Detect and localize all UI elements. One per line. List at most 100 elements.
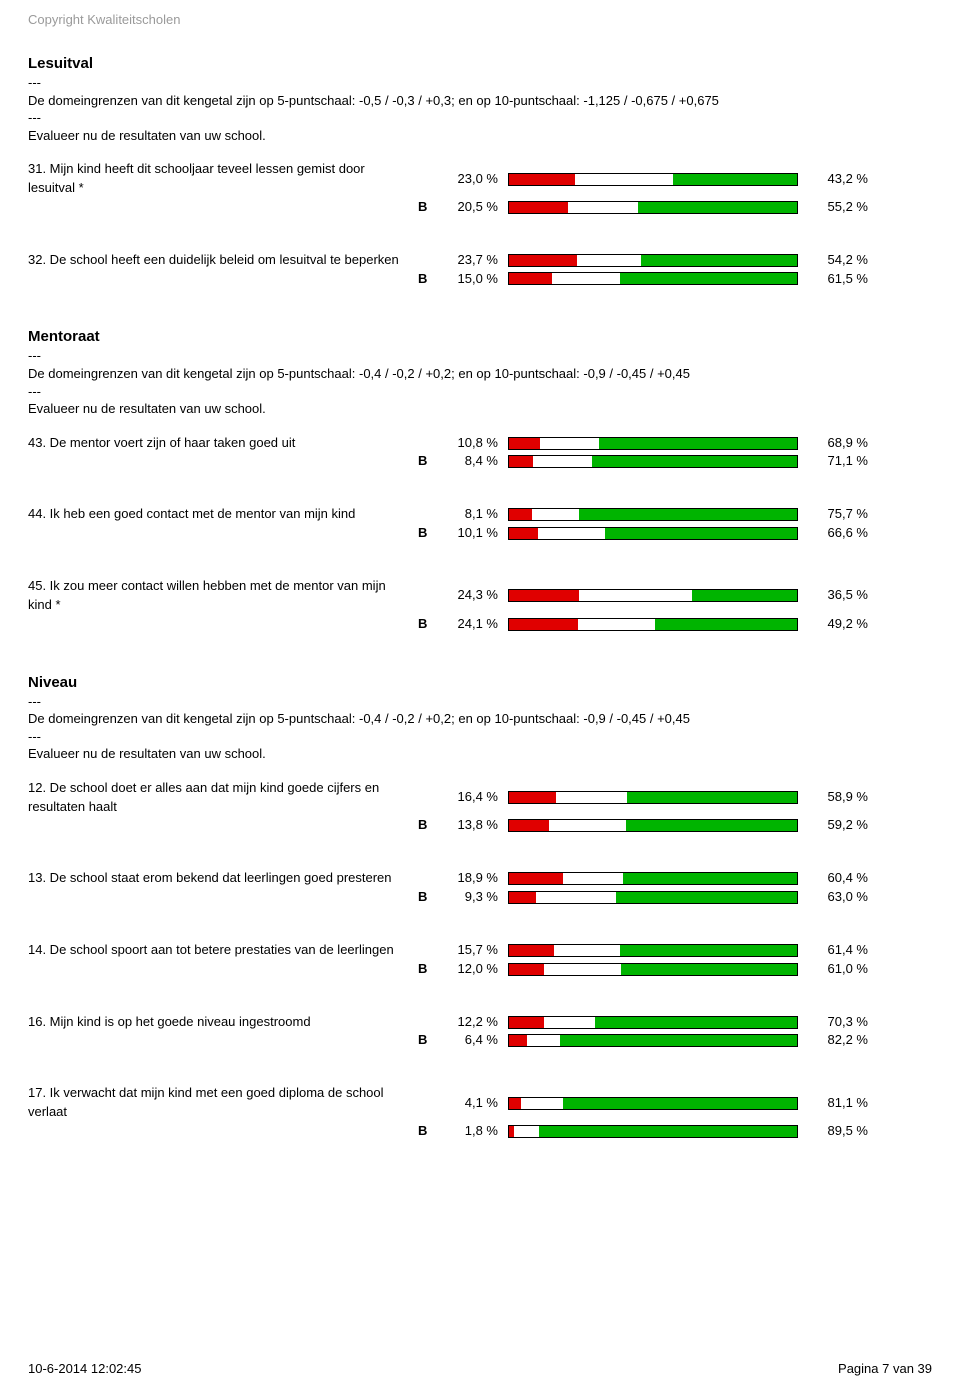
- row-b-marker: B: [418, 198, 446, 217]
- bar-segment-red: [509, 792, 556, 803]
- stacked-bar: [508, 963, 798, 976]
- negative-percent: 15,0 %: [446, 270, 508, 289]
- question-row: 44. Ik heb een goed contact met de mento…: [28, 505, 932, 524]
- positive-percent: 70,3 %: [798, 1013, 868, 1032]
- negative-percent: 20,5 %: [446, 198, 508, 217]
- bar-segment-green: [627, 792, 797, 803]
- negative-percent: 6,4 %: [446, 1031, 508, 1050]
- section: Lesuitval ---De domeingrenzen van dit ken…: [28, 55, 932, 288]
- bar-segment-green: [605, 528, 797, 539]
- desc-line: Evalueer nu de resultaten van uw school.: [28, 127, 932, 145]
- desc-line: De domeingrenzen van dit kengetal zijn o…: [28, 710, 932, 728]
- footer-page: Pagina 7 van 39: [838, 1361, 932, 1376]
- copyright-text: Copyright Kwaliteitscholen: [28, 12, 932, 27]
- question-block: 31. Mijn kind heeft dit schooljaar tevee…: [28, 160, 932, 217]
- question-row: B8,4 %71,1 %: [28, 452, 932, 471]
- bar-segment-red: [509, 438, 540, 449]
- bar-segment-white: [527, 1035, 560, 1046]
- divider-dash: ---: [28, 383, 932, 401]
- negative-percent: 10,1 %: [446, 524, 508, 543]
- negative-percent: 23,7 %: [446, 251, 508, 270]
- negative-percent: 9,3 %: [446, 888, 508, 907]
- bar-segment-white: [544, 1017, 594, 1028]
- question-label: 14. De school spoort aan tot betere pres…: [28, 941, 418, 960]
- stacked-bar: [508, 891, 798, 904]
- negative-percent: 12,2 %: [446, 1013, 508, 1032]
- section-description: ---De domeingrenzen van dit kengetal zij…: [28, 347, 932, 417]
- desc-line: Evalueer nu de resultaten van uw school.: [28, 400, 932, 418]
- positive-percent: 61,5 %: [798, 270, 868, 289]
- negative-percent: 8,1 %: [446, 505, 508, 524]
- question-row: B13,8 %59,2 %: [28, 816, 932, 835]
- positive-percent: 55,2 %: [798, 198, 868, 217]
- section-description: ---De domeingrenzen van dit kengetal zij…: [28, 693, 932, 763]
- positive-percent: 66,6 %: [798, 524, 868, 543]
- bar-segment-white: [563, 873, 623, 884]
- stacked-bar: [508, 254, 798, 267]
- row-b-marker: B: [418, 816, 446, 835]
- bar-segment-red: [509, 174, 575, 185]
- bar-segment-green: [599, 438, 797, 449]
- positive-percent: 36,5 %: [798, 586, 868, 605]
- question-row: 13. De school staat erom bekend dat leer…: [28, 869, 932, 888]
- negative-percent: 18,9 %: [446, 869, 508, 888]
- bar-segment-white: [568, 202, 638, 213]
- bar-segment-green: [621, 964, 797, 975]
- divider-dash: ---: [28, 74, 932, 92]
- bar-segment-red: [509, 202, 568, 213]
- row-b-marker: B: [418, 524, 446, 543]
- stacked-bar: [508, 1097, 798, 1110]
- bar-segment-red: [509, 1017, 544, 1028]
- divider-dash: ---: [28, 347, 932, 365]
- positive-percent: 54,2 %: [798, 251, 868, 270]
- question-row: B24,1 %49,2 %: [28, 615, 932, 634]
- positive-percent: 61,0 %: [798, 960, 868, 979]
- bar-segment-green: [539, 1126, 797, 1137]
- sections-container: Lesuitval---De domeingrenzen van dit ken…: [28, 55, 932, 1141]
- bar-segment-green: [616, 892, 797, 903]
- question-row: 43. De mentor voert zijn of haar taken g…: [28, 434, 932, 453]
- divider-dash: ---: [28, 109, 932, 127]
- section-title: Lesuitval: [28, 55, 932, 72]
- question-row: 32. De school heeft een duidelijk beleid…: [28, 251, 932, 270]
- negative-percent: 12,0 %: [446, 960, 508, 979]
- question-block: 13. De school staat erom bekend dat leer…: [28, 869, 932, 907]
- question-row: 12. De school doet er alles aan dat mijn…: [28, 779, 932, 817]
- stacked-bar: [508, 1034, 798, 1047]
- bar-segment-green: [592, 456, 797, 467]
- bar-segment-red: [509, 619, 578, 630]
- desc-line: De domeingrenzen van dit kengetal zijn o…: [28, 92, 932, 110]
- positive-percent: 68,9 %: [798, 434, 868, 453]
- bar-segment-green: [563, 1098, 797, 1109]
- negative-percent: 15,7 %: [446, 941, 508, 960]
- page: Copyright Kwaliteitscholen Lesuitval---D…: [0, 0, 960, 1394]
- question-row: B10,1 % 66,6 %: [28, 524, 932, 543]
- positive-percent: 63,0 %: [798, 888, 868, 907]
- bar-segment-green: [595, 1017, 797, 1028]
- question-block: 32. De school heeft een duidelijk beleid…: [28, 251, 932, 289]
- bar-segment-white: [578, 619, 655, 630]
- question-label: 12. De school doet er alles aan dat mijn…: [28, 779, 418, 817]
- bar-segment-white: [540, 438, 598, 449]
- bar-segment-red: [509, 590, 579, 601]
- positive-percent: 43,2 %: [798, 170, 868, 189]
- bar-segment-green: [579, 509, 797, 520]
- bar-segment-green: [620, 945, 797, 956]
- bar-segment-red: [509, 873, 563, 884]
- negative-percent: 24,1 %: [446, 615, 508, 634]
- stacked-bar: [508, 944, 798, 957]
- bar-segment-red: [509, 1035, 527, 1046]
- question-row: B12,0 %61,0 %: [28, 960, 932, 979]
- stacked-bar: [508, 819, 798, 832]
- bar-segment-green: [641, 255, 797, 266]
- question-label: 16. Mijn kind is op het goede niveau ing…: [28, 1013, 418, 1032]
- bar-segment-green: [692, 590, 797, 601]
- section-description: ---De domeingrenzen van dit kengetal zij…: [28, 74, 932, 144]
- bar-segment-white: [514, 1126, 539, 1137]
- bar-segment-white: [532, 509, 579, 520]
- bar-segment-green: [673, 174, 797, 185]
- stacked-bar: [508, 455, 798, 468]
- stacked-bar: [508, 527, 798, 540]
- question-row: 45. Ik zou meer contact willen hebben me…: [28, 577, 932, 615]
- stacked-bar: [508, 618, 798, 631]
